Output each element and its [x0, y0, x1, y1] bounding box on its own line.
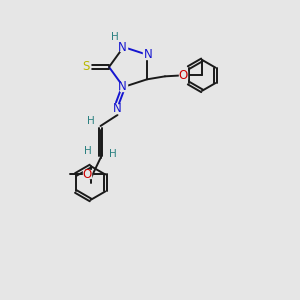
Bar	[143, 51, 151, 59]
Text: S: S	[82, 61, 90, 74]
Bar	[179, 71, 187, 79]
Bar	[120, 43, 127, 51]
Text: H: H	[111, 32, 119, 42]
Bar	[83, 170, 91, 178]
Text: O: O	[178, 69, 188, 82]
Bar	[82, 63, 90, 71]
Text: H: H	[87, 116, 94, 126]
Text: N: N	[113, 103, 122, 116]
Bar	[120, 83, 127, 91]
Text: H: H	[84, 146, 92, 156]
Text: N: N	[144, 48, 152, 61]
Text: N: N	[118, 80, 127, 94]
Bar	[114, 105, 121, 113]
Text: O: O	[82, 168, 92, 181]
Text: N: N	[118, 40, 127, 53]
Text: H: H	[109, 149, 116, 159]
